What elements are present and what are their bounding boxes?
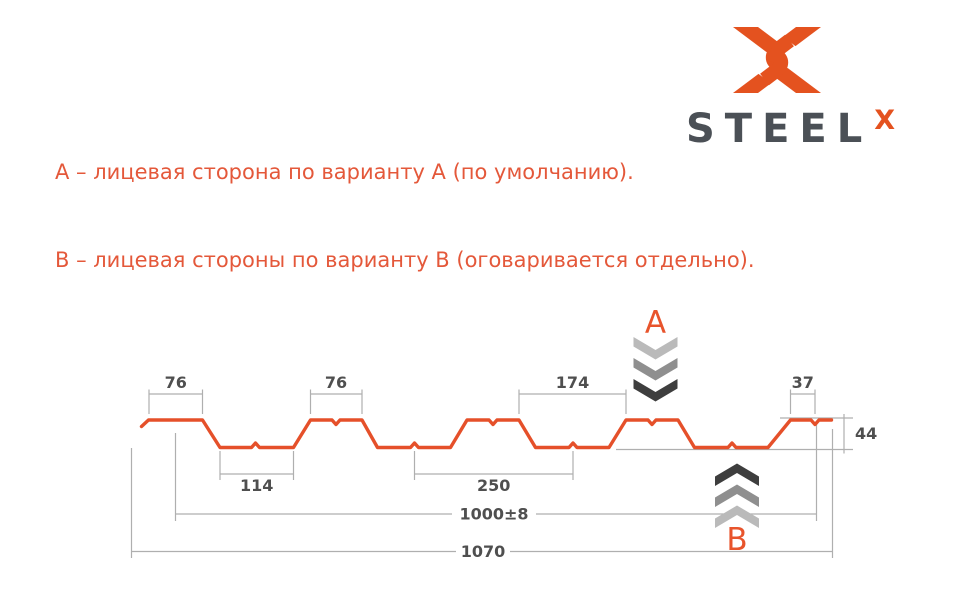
chevron-up-icon	[715, 463, 759, 528]
marker-b-letter: B	[726, 522, 747, 558]
variant-a-note: А – лицевая сторона по варианту А (по ум…	[55, 160, 634, 184]
dim-76-left-lines	[148, 389, 204, 414]
dim-label-114: 114	[240, 476, 273, 495]
dim-label-1070: 1070	[461, 542, 506, 561]
dim-1000-lines	[174, 423, 818, 521]
dim-label-37: 37	[792, 373, 814, 392]
logo-x-arms	[733, 27, 821, 93]
logo-wordmark-row: STEELX	[686, 105, 896, 152]
dim-37-lines	[789, 389, 816, 414]
logo-wordmark: STEEL	[686, 106, 873, 152]
dim-114-lines	[219, 451, 295, 480]
dim-label-76-left: 76	[165, 373, 187, 392]
chevron-down-icon	[633, 337, 678, 402]
dim-label-44: 44	[855, 424, 877, 443]
logo-sup-x: X	[874, 105, 896, 136]
marker-a: A	[633, 305, 678, 402]
dim-label-1000: 1000±8	[459, 505, 528, 524]
dim-label-174: 174	[556, 373, 589, 392]
dim-76-mid-lines	[309, 389, 363, 414]
dim-44-lines	[616, 414, 853, 454]
dimension-lines	[130, 389, 853, 558]
marker-b: B	[715, 463, 759, 558]
marker-a-letter: A	[645, 305, 666, 341]
dim-label-250: 250	[477, 476, 510, 495]
steelx-logo-icon	[733, 27, 821, 93]
variant-b-note: В – лицевая стороны по варианту В (огова…	[55, 248, 755, 272]
dim-174-lines	[518, 389, 627, 414]
dim-250-lines	[413, 451, 574, 480]
profile-outline	[139, 418, 834, 450]
dim-1070-lines	[130, 429, 834, 558]
dimension-labels: 76 76 174 37 114 250 1000±8 1070 44	[165, 373, 878, 561]
dim-label-76-mid: 76	[325, 373, 347, 392]
